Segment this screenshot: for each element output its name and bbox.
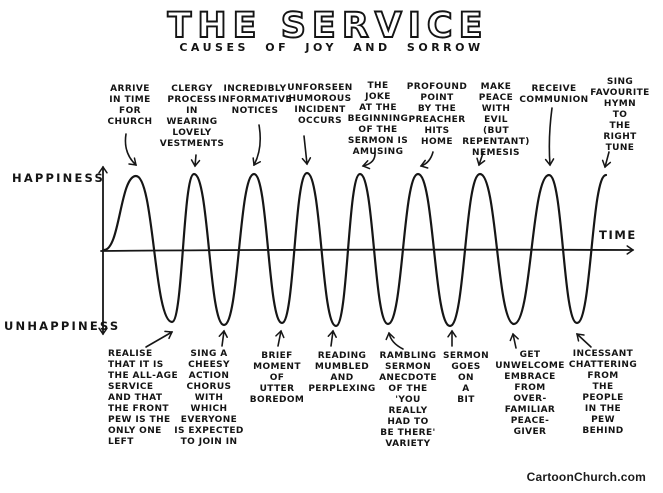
page-subtitle: CAUSES OF JOY AND SORROW (179, 41, 484, 54)
sad-event-label-arrow (327, 329, 337, 347)
happy-event-label-arrow (544, 107, 555, 167)
sad-event-label: INCESSANT CHATTERING FROM THE PEOPLE IN … (568, 349, 638, 436)
sad-event-label-arrow (385, 331, 404, 350)
sad-event-label-arrow (145, 330, 174, 348)
watermark: CartoonChurch.com (526, 470, 646, 484)
sad-event-label-arrow (509, 332, 519, 349)
sad-event-label: REALISE THAT IT IS THE ALL-AGE SERVICE A… (107, 349, 179, 447)
happy-event-label: INCREDIBLY INFORMATIVE NOTICES (218, 84, 292, 116)
happy-event-label: UNFORSEEN HUMOROUS INCIDENT OCCURS (287, 83, 353, 126)
title-block: THE SERVICE (167, 5, 488, 47)
happy-event-label: THE JOKE AT THE BEGINNING OF THE SERMON … (347, 81, 409, 157)
time-axis-label: TIME (599, 228, 637, 242)
sad-event-label: BRIEF MOMENT OF UTTER BOREDOM (249, 351, 305, 405)
happy-event-label: PROFOUND POINT BY THE PREACHER HITS HOME (406, 82, 468, 147)
sad-event-label: RAMBLING SERMON ANECDOTE OF THE 'YOU REA… (379, 351, 437, 449)
annotation-arrows (124, 107, 612, 350)
sad-event-label-arrow (218, 329, 228, 347)
x-axis (100, 245, 635, 255)
happy-event-label-arrow (601, 151, 612, 169)
sad-event-label-arrow (576, 333, 592, 348)
happy-event-label: SING FAVOURITE HYMN TO THE RIGHT TUNE (590, 77, 650, 153)
happy-event-label: ARRIVE IN TIME FOR CHURCH (107, 84, 153, 127)
unhappiness-axis-label: UNHAPPINESS (4, 319, 121, 333)
sad-event-label: READING MUMBLED AND PERPLEXING (308, 351, 376, 394)
page-title: THE SERVICE (167, 6, 488, 46)
happy-event-label-arrow (190, 154, 201, 168)
happy-event-label-arrow (252, 124, 261, 167)
happy-event-label-arrow (419, 151, 434, 169)
sad-event-label: SERMON GOES ON A BIT (442, 351, 490, 405)
happy-event-label-arrow (124, 133, 137, 166)
happy-event-label-arrow (301, 135, 312, 166)
sad-event-label: SING A CHEESY ACTION CHORUS WITH WHICH E… (174, 349, 244, 447)
sad-event-label-arrow (275, 329, 285, 347)
happy-event-label: CLERGY PROCESS IN WEARING LOVELY VESTMEN… (159, 84, 225, 149)
happy-event-label-arrow (476, 152, 486, 167)
happy-event-label: RECEIVE COMMUNION (519, 84, 589, 105)
happy-event-label-arrow (361, 151, 376, 170)
happiness-curve (102, 171, 608, 328)
happiness-axis-label: HAPPINESS (12, 171, 105, 185)
happy-event-label: MAKE PEACE WITH EVIL (BUT REPENTANT) NEM… (462, 82, 530, 158)
sad-event-label: GET UNWELCOME EMBRACE FROM OVER- FAMILIA… (495, 350, 565, 437)
